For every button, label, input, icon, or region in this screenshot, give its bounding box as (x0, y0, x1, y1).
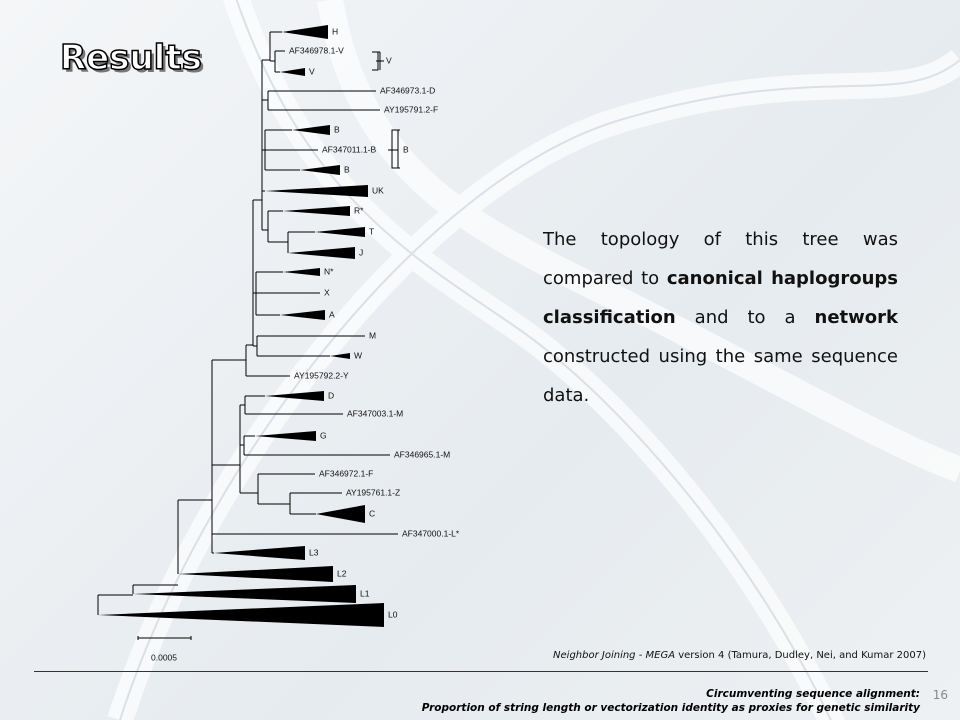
clade-triangle (292, 125, 330, 135)
leaf-label: AF346978.1-V (289, 45, 344, 55)
text-bold: network (814, 307, 898, 328)
leaf-label: L2 (337, 568, 347, 578)
clade-triangle (265, 185, 368, 197)
leaf-label: L1 (360, 588, 370, 598)
leaf-label: L0 (388, 609, 398, 619)
clade-triangle (315, 227, 365, 237)
leaf-label: T (369, 226, 374, 236)
clade-triangle (280, 68, 305, 76)
leaf-label: M (369, 330, 376, 340)
leaf-label: N* (324, 266, 334, 276)
clade-triangle (265, 391, 324, 401)
caption-ref: version 4 (Tamura, Dudley, Nei, and Kuma… (675, 650, 926, 661)
leaf-label: G (320, 430, 327, 440)
leaf-label: AY195791.2-F (384, 104, 438, 114)
scale-bar (137, 636, 192, 640)
clade-triangle (283, 206, 350, 216)
clade-triangle (288, 247, 355, 259)
clade-triangle (316, 505, 365, 523)
clade-triangle (178, 566, 333, 582)
leaf-label: AF347000.1-L* (402, 528, 460, 538)
leaf-label: H (332, 26, 338, 36)
text: constructed using the same sequence data… (543, 346, 898, 406)
body-text: The topology of this tree was compared t… (543, 220, 898, 415)
leaf-label: AF346973.1-D (380, 85, 435, 95)
clade-triangle (280, 310, 325, 320)
text: The topology of this tree was compared t… (543, 229, 898, 289)
leaf-label: R* (354, 205, 364, 215)
clade-triangle (255, 431, 316, 441)
leaf-label: AY195792.2-Y (294, 370, 349, 380)
clade-triangle (98, 603, 384, 627)
clade-triangle (283, 268, 320, 276)
leaf-label: C (369, 508, 375, 518)
clade-triangle (330, 353, 350, 359)
leaf-label: A (329, 309, 335, 319)
clade-triangle (300, 165, 340, 175)
leaf-label: AY195761.1-Z (346, 487, 400, 497)
leaf-label: D (328, 390, 334, 400)
clade-triangle (214, 546, 305, 560)
clade-triangle (282, 25, 328, 39)
leaf-label: B (344, 164, 350, 174)
bracket (372, 51, 399, 169)
footer: Circumventing sequence alignment: Proport… (422, 687, 920, 715)
text: and to a (675, 307, 815, 328)
leaf-label: AF347003.1-M (347, 408, 403, 418)
clade-triangle (133, 585, 356, 603)
leaf-label: AF347011.1-B (322, 144, 377, 154)
leaf-label: L3 (309, 547, 319, 557)
leaf-label: X (324, 287, 330, 297)
footer-line: Proportion of string length or vectoriza… (421, 702, 920, 714)
tree-branches (97, 31, 400, 615)
leaf-label: V (309, 66, 315, 76)
scale-label: 0.0005 (151, 652, 177, 662)
leaf-label: W (354, 350, 362, 360)
page-number: 16 (932, 688, 948, 702)
leaf-label: UK (372, 185, 384, 195)
bracket-label: B (403, 144, 409, 154)
leaf-label: J (359, 247, 363, 257)
footer-line: Circumventing sequence alignment: (706, 688, 920, 700)
leaf-label: AF346972.1-F (319, 468, 373, 478)
leaf-label: B (334, 124, 340, 134)
divider (34, 671, 928, 672)
leaf-label: AF346965.1-M (394, 449, 450, 459)
bracket-label: V (386, 55, 392, 65)
caption: Neighbor Joining - MEGA version 4 (Tamur… (553, 650, 926, 661)
slide-title: Results (59, 37, 202, 79)
caption-method: Neighbor Joining - MEGA (553, 650, 676, 661)
text-bold: canonical haplogroups classification (543, 268, 898, 328)
